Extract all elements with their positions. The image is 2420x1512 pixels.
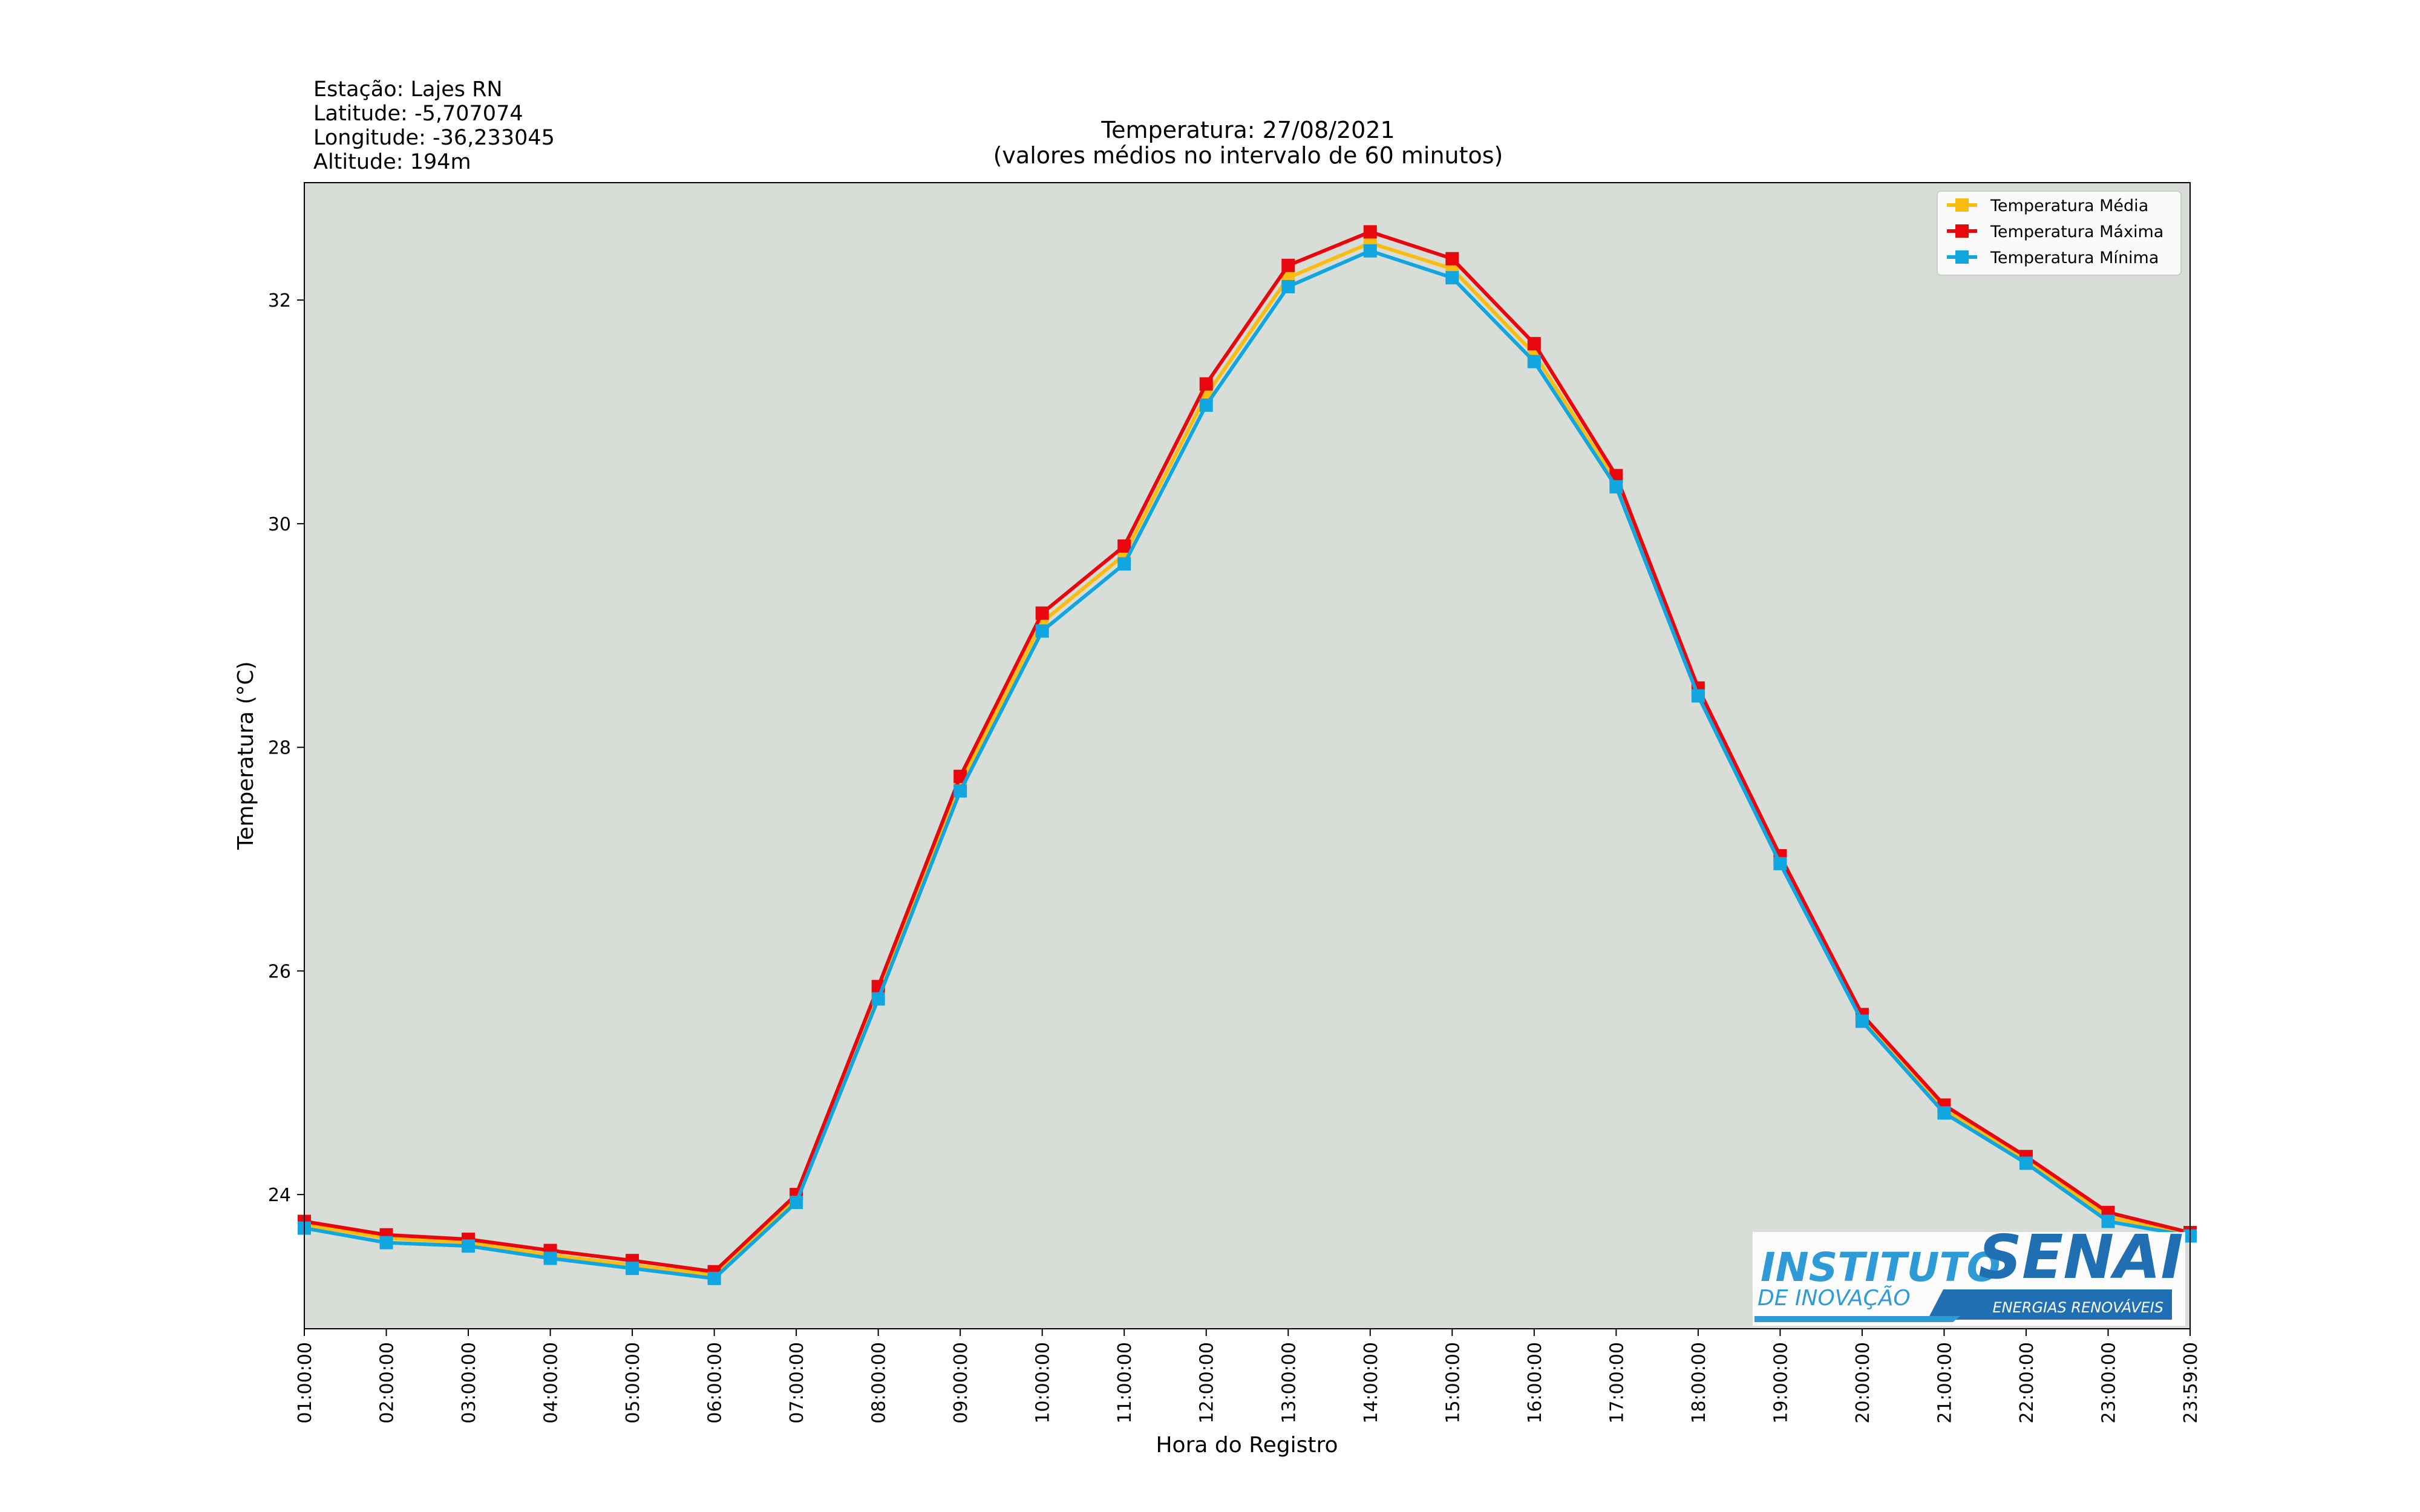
legend-label: Temperatura Mínima [1990,249,2159,267]
senai-logo: INSTITUTO SENAI DE INOVAÇÃO ENERGIAS REN… [1753,1222,2185,1326]
y-tick-label: 26 [268,961,291,982]
x-tick-label: 17:00:00 [1606,1342,1627,1424]
logo-energias-text: ENERGIAS RENOVÁVEIS [1992,1299,2163,1316]
data-point [1281,258,1295,272]
x-tick-label: 22:00:00 [2016,1342,2038,1424]
data-point [1527,354,1541,368]
logo-senai-text: SENAI [1978,1222,2183,1292]
data-point [1773,856,1787,870]
legend-marker [1955,250,1969,264]
x-tick-label: 21:00:00 [1934,1342,1955,1424]
series-minima [298,244,2197,1285]
data-point [953,769,967,783]
legend-marker [1955,224,1969,238]
data-point [1117,557,1131,571]
x-tick-label: 07:00:00 [786,1342,808,1424]
x-tick-label: 16:00:00 [1525,1342,1546,1424]
data-point [1363,225,1377,239]
data-point [626,1262,639,1276]
data-point [1363,244,1377,258]
station-info: Estação: Lajes RN Latitude: -5,707074 Lo… [313,77,555,174]
x-tick-label: 11:00:00 [1114,1342,1136,1424]
x-tick-label: 03:00:00 [459,1342,480,1424]
x-tick-label: 23:00:00 [2098,1342,2119,1424]
x-tick-label: 23:59:00 [2180,1342,2202,1424]
data-point [1855,1014,1869,1028]
y-tick-label: 30 [268,514,291,535]
legend-box [1937,191,2182,276]
data-point [1199,398,1213,412]
x-axis-label: Hora do Registro [1156,1433,1338,1458]
data-point [462,1239,476,1253]
x-tick-label: 05:00:00 [623,1342,644,1424]
data-point [2101,1214,2115,1228]
series-layer [298,225,2197,1285]
data-point [1117,539,1131,553]
station-longitude: Longitude: -36,233045 [313,126,555,150]
station-altitude: Altitude: 194m [313,150,471,174]
data-point [543,1251,557,1265]
x-tick-label: 01:00:00 [295,1342,316,1424]
data-point [1609,480,1623,494]
logo-band [1928,1289,2172,1320]
x-tick-label: 08:00:00 [869,1342,890,1424]
data-point [1445,271,1459,285]
legend-label: Temperatura Média [1990,197,2148,215]
x-tick-label: 06:00:00 [705,1342,726,1424]
x-tick-label: 13:00:00 [1278,1342,1300,1424]
data-point [1527,337,1541,351]
chart-title: Temperatura: 27/08/2021 [1100,117,1395,143]
data-point [1281,279,1295,293]
series-line [304,249,2191,1280]
legend-items: Temperatura Média Temperatura Máxima Tempe… [1947,197,2163,267]
logo-instituto-text: INSTITUTO [1761,1244,2001,1291]
x-axis: 01:00:00 02:00:00 03:00:00 04:00:00 05:00:00… [295,1329,2202,1424]
y-tick-label: 24 [268,1185,291,1206]
data-point [871,992,885,1006]
plot-frame [304,182,2191,1329]
y-axis-label: Temperatura (°C) [234,661,258,850]
logo-swoosh [1754,1316,1960,1322]
legend-marker [1955,198,1969,212]
logo-inovacao-text: DE INOVAÇÃO [1758,1285,1911,1311]
data-point [1445,252,1459,266]
station-latitude: Latitude: -5,707074 [313,102,523,126]
data-point [1035,606,1049,620]
data-point [1035,624,1049,638]
series-line [304,230,2191,1274]
x-tick-label: 04:00:00 [541,1342,562,1424]
data-point [1199,377,1213,391]
x-tick-label: 20:00:00 [1853,1342,1874,1424]
x-tick-label: 14:00:00 [1361,1342,1382,1424]
data-point [707,1271,721,1285]
x-tick-label: 10:00:00 [1033,1342,1054,1424]
x-tick-label: 12:00:00 [1197,1342,1218,1424]
y-tick-label: 28 [268,738,291,759]
x-tick-label: 15:00:00 [1442,1342,1463,1424]
y-axis: 24 26 28 30 32 [268,290,304,1206]
plot-area [304,183,2190,1329]
data-point [790,1196,803,1210]
data-point [2019,1156,2033,1170]
data-point [953,784,967,798]
x-tick-label: 09:00:00 [950,1342,972,1424]
station-name: Estação: Lajes RN [313,77,503,102]
x-tick-label: 18:00:00 [1689,1342,1710,1424]
x-tick-label: 19:00:00 [1770,1342,1791,1424]
data-point [1691,689,1705,703]
data-point [1937,1106,1951,1120]
x-tick-label: 02:00:00 [377,1342,398,1424]
data-point [379,1236,393,1250]
chart-subtitle: (valores médios no intervalo de 60 minut… [993,142,1503,169]
legend: Temperatura Média Temperatura Máxima Tempe… [1937,191,2182,276]
y-tick-label: 32 [268,290,291,311]
legend-label: Temperatura Máxima [1990,223,2163,241]
